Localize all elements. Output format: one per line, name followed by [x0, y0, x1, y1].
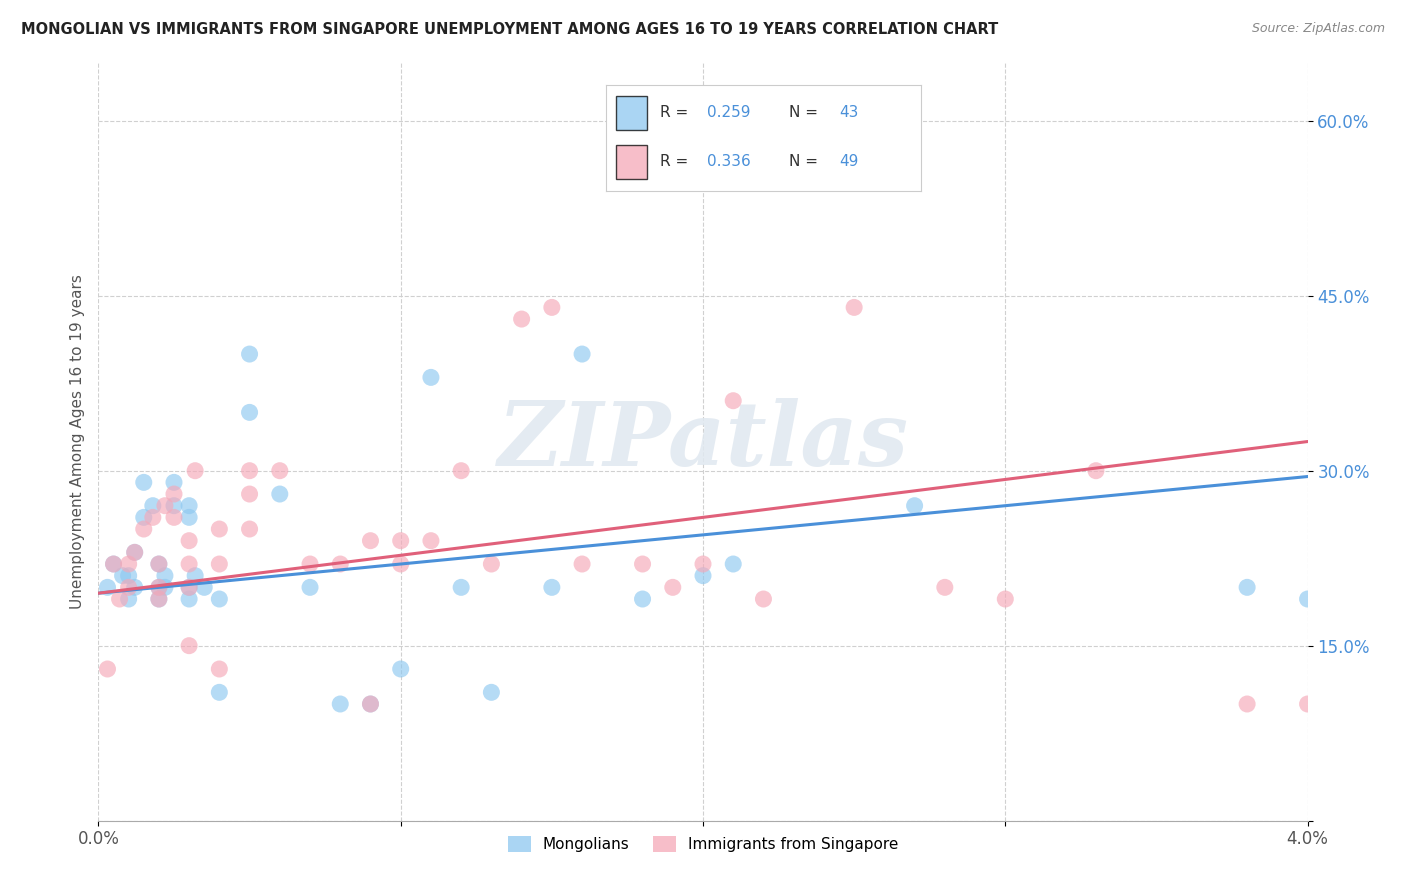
Point — [179, 499, 201, 513]
Point — [994, 592, 1017, 607]
Point — [148, 580, 170, 594]
Point — [208, 557, 231, 571]
Point — [184, 464, 207, 478]
Point — [208, 685, 231, 699]
Point — [420, 370, 443, 384]
Text: MONGOLIAN VS IMMIGRANTS FROM SINGAPORE UNEMPLOYMENT AMONG AGES 16 TO 19 YEARS CO: MONGOLIAN VS IMMIGRANTS FROM SINGAPORE U… — [21, 22, 998, 37]
Point — [1296, 697, 1319, 711]
Point — [132, 510, 155, 524]
Point — [723, 393, 745, 408]
Point — [148, 592, 170, 607]
Point — [179, 533, 201, 548]
Point — [269, 487, 291, 501]
Point — [1236, 697, 1258, 711]
Point — [540, 580, 562, 594]
Point — [148, 580, 170, 594]
Point — [299, 580, 322, 594]
Point — [179, 510, 201, 524]
Point — [571, 557, 593, 571]
Point — [148, 557, 170, 571]
Point — [481, 557, 503, 571]
Point — [269, 464, 291, 478]
Point — [103, 557, 125, 571]
Point — [118, 568, 141, 582]
Point — [360, 697, 382, 711]
Point — [661, 580, 683, 594]
Point — [179, 639, 201, 653]
Point — [692, 568, 714, 582]
Point — [1296, 592, 1319, 607]
Point — [239, 464, 262, 478]
Point — [118, 592, 141, 607]
Point — [153, 580, 176, 594]
Point — [103, 557, 125, 571]
Point — [124, 545, 146, 559]
Point — [389, 557, 412, 571]
Point — [124, 545, 146, 559]
Point — [450, 464, 472, 478]
Point — [329, 557, 352, 571]
Point — [1085, 464, 1108, 478]
Point — [148, 592, 170, 607]
Point — [132, 522, 155, 536]
Point — [510, 312, 533, 326]
Point — [179, 580, 201, 594]
Text: Source: ZipAtlas.com: Source: ZipAtlas.com — [1251, 22, 1385, 36]
Legend: Mongolians, Immigrants from Singapore: Mongolians, Immigrants from Singapore — [502, 830, 904, 858]
Point — [389, 533, 412, 548]
Point — [420, 533, 443, 548]
Point — [208, 662, 231, 676]
Point — [132, 475, 155, 490]
Point — [208, 522, 231, 536]
Point — [934, 580, 956, 594]
Point — [148, 557, 170, 571]
Point — [153, 568, 176, 582]
Point — [193, 580, 215, 594]
Point — [108, 592, 131, 607]
Point — [96, 662, 118, 676]
Point — [239, 487, 262, 501]
Point — [111, 568, 134, 582]
Point — [239, 347, 262, 361]
Point — [1236, 580, 1258, 594]
Point — [481, 685, 503, 699]
Point — [179, 580, 201, 594]
Point — [450, 580, 472, 594]
Point — [723, 557, 745, 571]
Point — [360, 533, 382, 548]
Point — [153, 499, 176, 513]
Text: ZIPatlas: ZIPatlas — [498, 399, 908, 484]
Point — [142, 510, 165, 524]
Point — [142, 499, 165, 513]
Point — [124, 580, 146, 594]
Point — [163, 475, 186, 490]
Point — [844, 301, 866, 315]
Point — [904, 499, 927, 513]
Point — [163, 499, 186, 513]
Point — [752, 592, 775, 607]
Y-axis label: Unemployment Among Ages 16 to 19 years: Unemployment Among Ages 16 to 19 years — [69, 274, 84, 609]
Point — [118, 557, 141, 571]
Point — [631, 557, 654, 571]
Point — [239, 405, 262, 419]
Point — [540, 301, 562, 315]
Point — [692, 557, 714, 571]
Point — [631, 592, 654, 607]
Point — [299, 557, 322, 571]
Point — [184, 568, 207, 582]
Point — [179, 592, 201, 607]
Point — [163, 487, 186, 501]
Point — [208, 592, 231, 607]
Point — [389, 662, 412, 676]
Point — [163, 510, 186, 524]
Point — [360, 697, 382, 711]
Point — [179, 557, 201, 571]
Point — [239, 522, 262, 536]
Point — [96, 580, 118, 594]
Point — [571, 347, 593, 361]
Point — [118, 580, 141, 594]
Point — [329, 697, 352, 711]
